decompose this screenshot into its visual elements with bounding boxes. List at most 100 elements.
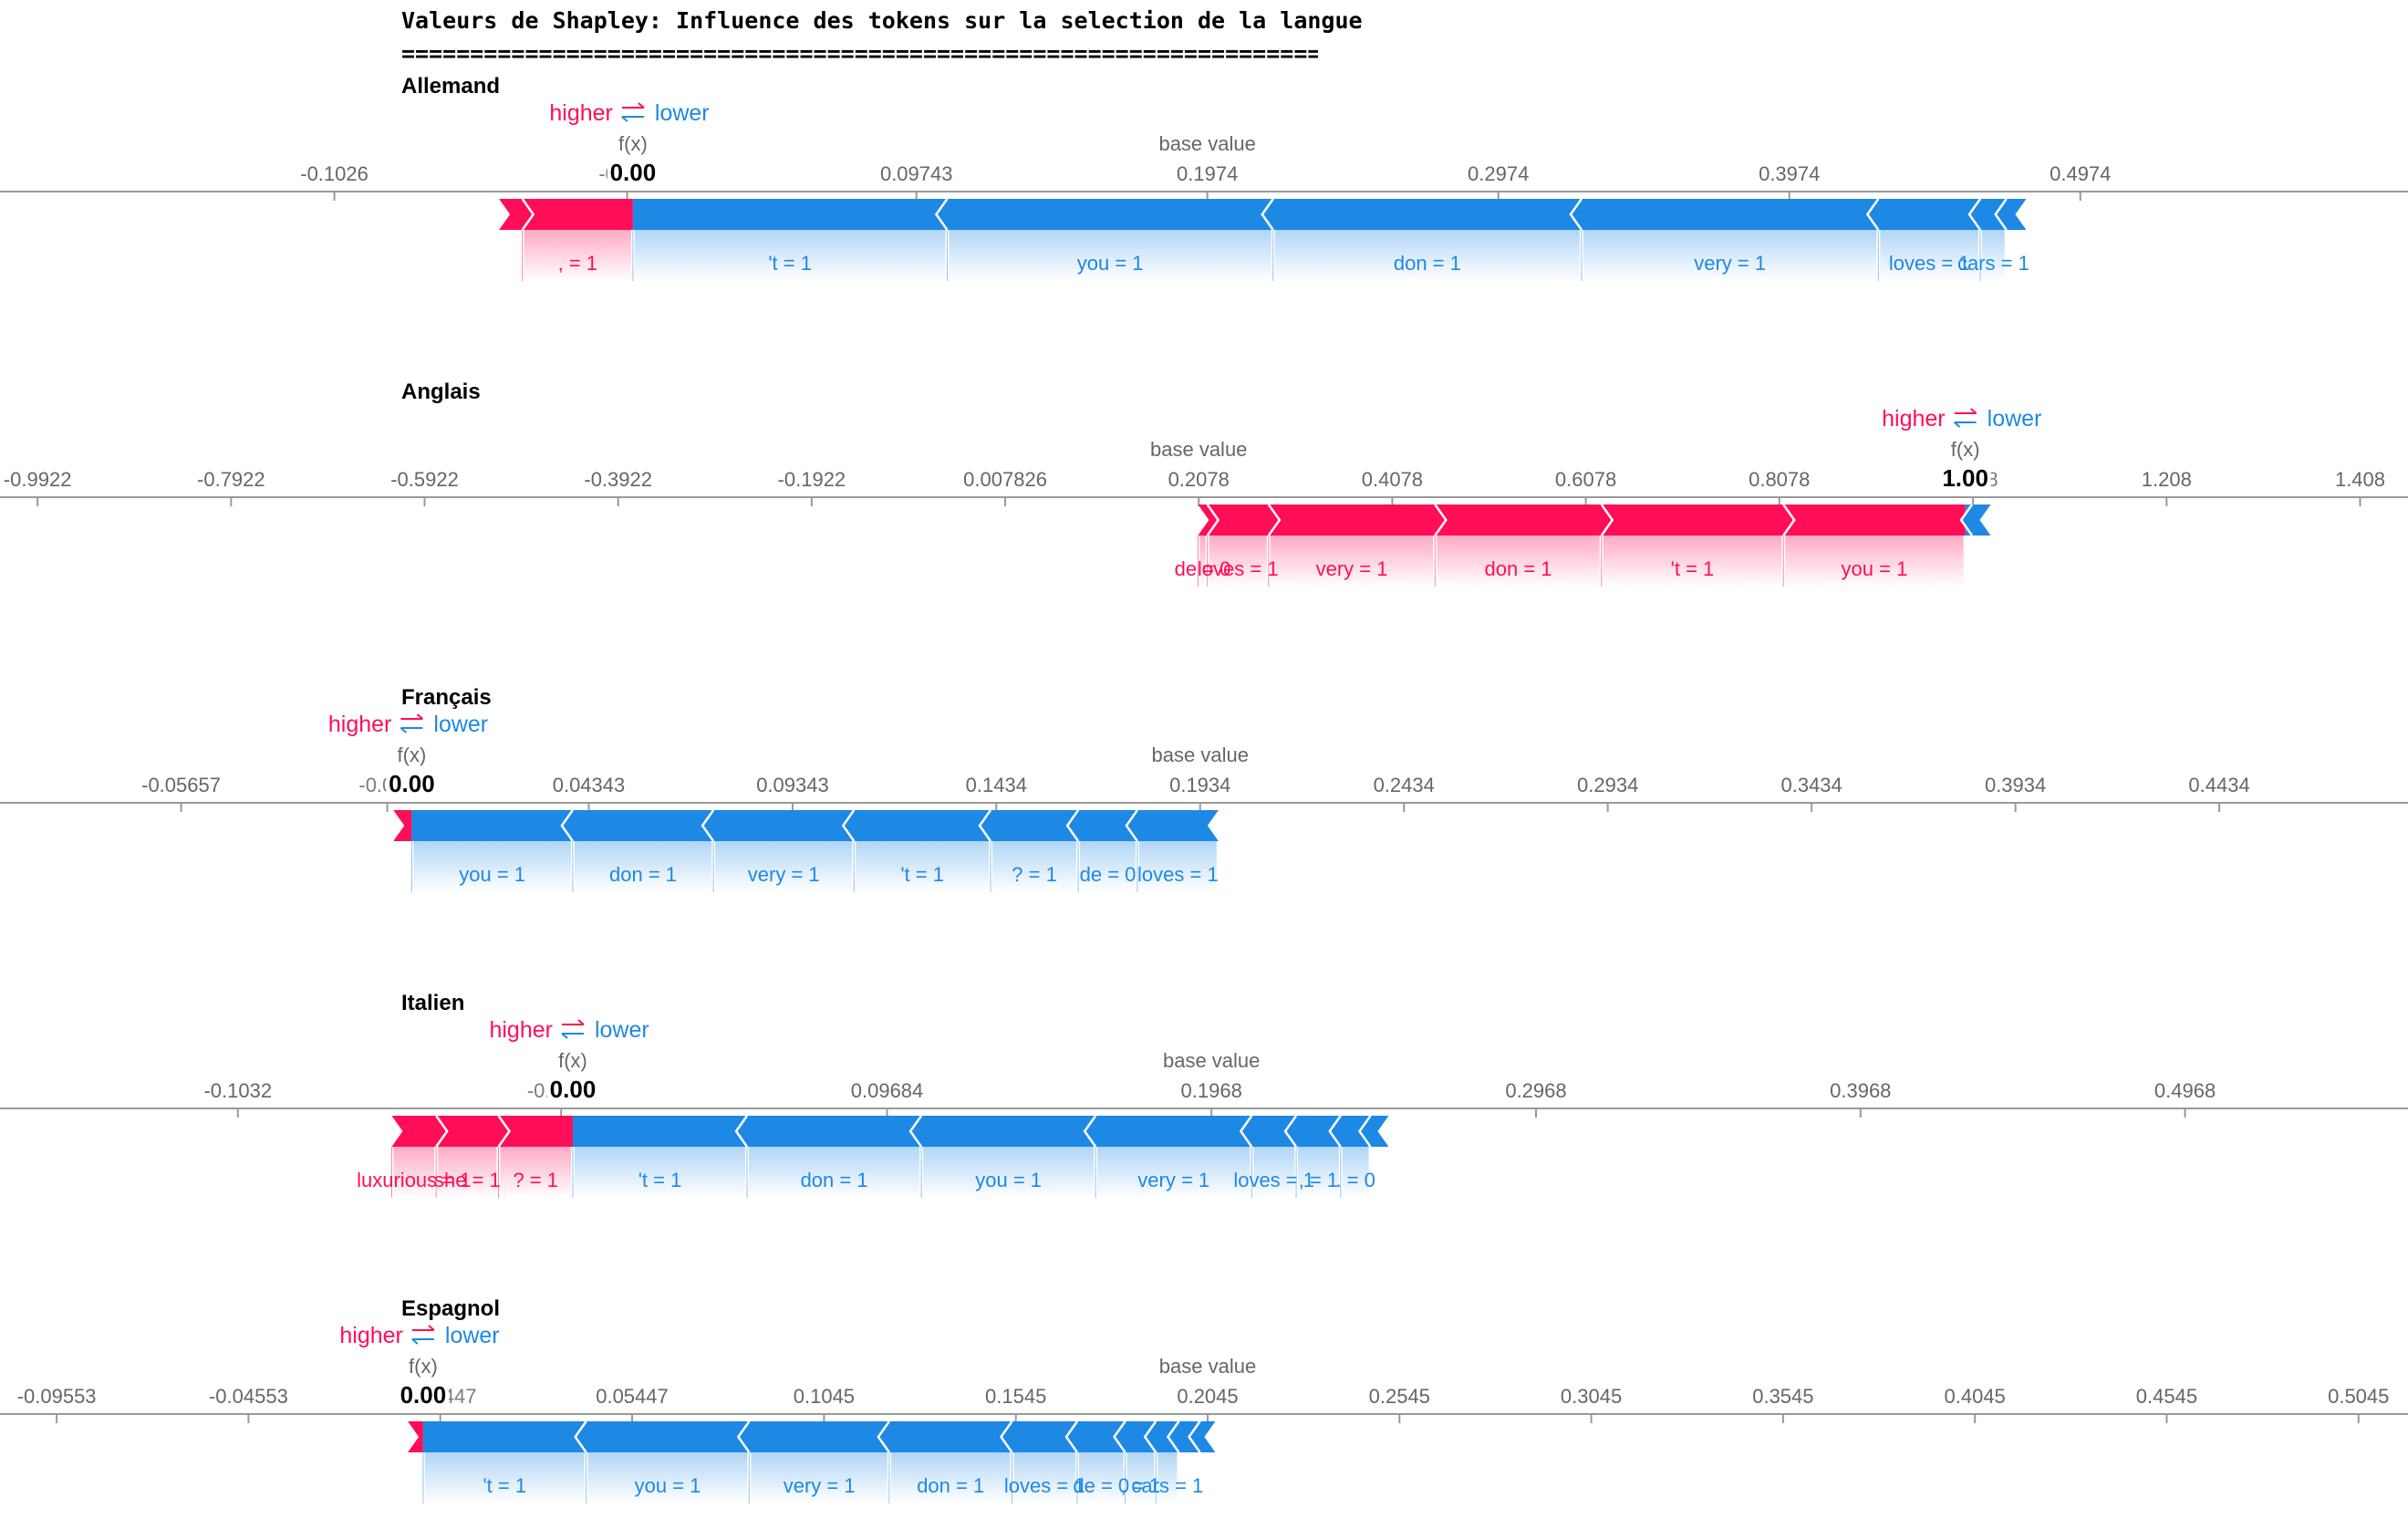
positive-segment	[522, 199, 633, 230]
negative-segment	[1570, 199, 1879, 230]
feature-label: , = 1	[1299, 1169, 1338, 1191]
tick-label: 0.4974	[2050, 162, 2111, 185]
segment-shadow	[424, 1452, 585, 1503]
tick-label: 0.4078	[1362, 468, 1423, 491]
feature-label: very = 1	[1694, 252, 1766, 275]
segment-shadow	[1138, 841, 1217, 892]
segment-shadow	[1126, 1452, 1155, 1503]
positive-segment	[436, 1116, 510, 1147]
tick-label: -0.1922	[778, 468, 846, 491]
legend-higher: higher	[339, 1323, 403, 1348]
output-value: 0.00	[610, 159, 657, 186]
feature-label: you = 1	[975, 1169, 1042, 1191]
positive-segment	[1601, 504, 1795, 536]
positive-segment	[499, 199, 534, 230]
positive-segment	[1268, 504, 1447, 536]
segment-shadow	[438, 1147, 497, 1198]
feature-label: very = 1	[1137, 1169, 1209, 1191]
feature-label: you = 1	[1842, 557, 1908, 580]
fx-label: f(x)	[398, 744, 427, 766]
tick-label: -0.5922	[390, 468, 459, 491]
feature-label: you = 1	[459, 863, 525, 886]
tick-label: 0.1968	[1181, 1079, 1242, 1102]
tick-label: 0.09743	[880, 162, 953, 185]
segment-shadow	[1013, 1452, 1075, 1503]
feature-label: de = 0	[1080, 863, 1137, 886]
segment-shadow	[1157, 1452, 1178, 1503]
tick-label: -0.3922	[584, 468, 652, 491]
feature-label: 't = 1	[638, 1169, 682, 1191]
feature-label: . = 0	[1335, 1169, 1375, 1191]
negative-segment	[411, 810, 573, 841]
feature-label: luxurious = 1	[357, 1169, 471, 1191]
panel-title: Anglais	[401, 380, 481, 404]
segment-shadow	[413, 841, 571, 892]
tick-label: 0.4434	[2188, 774, 2249, 796]
tick-label: 0.4968	[2154, 1079, 2216, 1102]
tick-label: -0.04553	[209, 1385, 288, 1408]
tick-label: 0.3045	[1561, 1385, 1622, 1408]
segment-shadow	[500, 1147, 571, 1198]
force-plot-français: Français higher lower f(x) base value -0.0565…	[0, 685, 2408, 892]
segment-shadow	[1982, 230, 2005, 281]
feature-label: 't = 1	[768, 252, 812, 275]
legend-lower: lower	[655, 100, 710, 126]
legend-arrows-icon	[621, 102, 645, 122]
tick-label: 0.2968	[1505, 1079, 1566, 1102]
feature-label: , = 1	[1121, 1474, 1160, 1497]
negative-segment	[1145, 1421, 1179, 1452]
tick-label: 0.1545	[985, 1385, 1046, 1408]
panel-title: Français	[401, 685, 492, 710]
feature-label: ? = 1	[1012, 863, 1057, 886]
title-underline: ========================================…	[401, 40, 1318, 67]
tick-label: 0.1045	[794, 1385, 855, 1408]
tick-label: 0.1974	[1177, 162, 1238, 185]
feature-label: , = 1	[558, 252, 597, 275]
base-value-label: base value	[1159, 1355, 1256, 1378]
feature-label: loves = 1	[1198, 557, 1279, 580]
segment-shadow	[923, 1147, 1095, 1198]
tick-label: -0.1032	[203, 1079, 272, 1102]
feature-label: don = 1	[1485, 557, 1552, 580]
positive-segment	[408, 1421, 423, 1452]
panel-title: Italien	[401, 991, 464, 1015]
segment-shadow	[574, 1147, 746, 1198]
tick-label: 0.2078	[1168, 468, 1230, 491]
segment-shadow	[1209, 536, 1267, 587]
tick-label: 1.408	[2335, 468, 2385, 491]
positive-segment	[393, 810, 412, 841]
tick-label: 1.208	[2142, 468, 2192, 491]
feature-label: de = 0	[1073, 1474, 1129, 1497]
feature-label: she = 1	[434, 1169, 501, 1191]
base-value-label: base value	[1150, 438, 1247, 461]
segment-shadow	[1253, 1147, 1295, 1198]
base-value-label: base value	[1163, 1049, 1260, 1072]
negative-segment	[1329, 1116, 1371, 1147]
feature-label: loves = 1	[1137, 863, 1219, 886]
negative-segment	[1969, 199, 2007, 230]
positive-segment	[1198, 504, 1219, 536]
segment-shadow	[749, 1147, 920, 1198]
negative-segment	[1995, 199, 2027, 230]
feature-label: very = 1	[1316, 557, 1388, 580]
tick-label: -0.05657	[141, 774, 221, 796]
tick-label: 0.1934	[1169, 774, 1230, 796]
feature-label: 't = 1	[483, 1474, 526, 1497]
positive-segment	[1783, 504, 1966, 536]
segment-shadow	[715, 841, 853, 892]
negative-segment	[1961, 504, 1991, 536]
negative-segment	[1261, 199, 1582, 230]
negative-segment	[877, 1421, 1012, 1452]
segment-shadow	[1583, 230, 1877, 281]
figure-title: Valeurs de Shapley: Influence des tokens…	[401, 7, 1363, 34]
negative-segment	[1001, 1421, 1077, 1452]
feature-label: don = 1	[609, 863, 677, 886]
legend-higher: higher	[549, 100, 613, 126]
feature-label: you = 1	[1077, 252, 1144, 275]
segment-shadow	[992, 841, 1077, 892]
feature-label: very = 1	[784, 1474, 856, 1497]
segment-shadow	[890, 1452, 1011, 1503]
tick-label: 0.007826	[963, 468, 1047, 491]
